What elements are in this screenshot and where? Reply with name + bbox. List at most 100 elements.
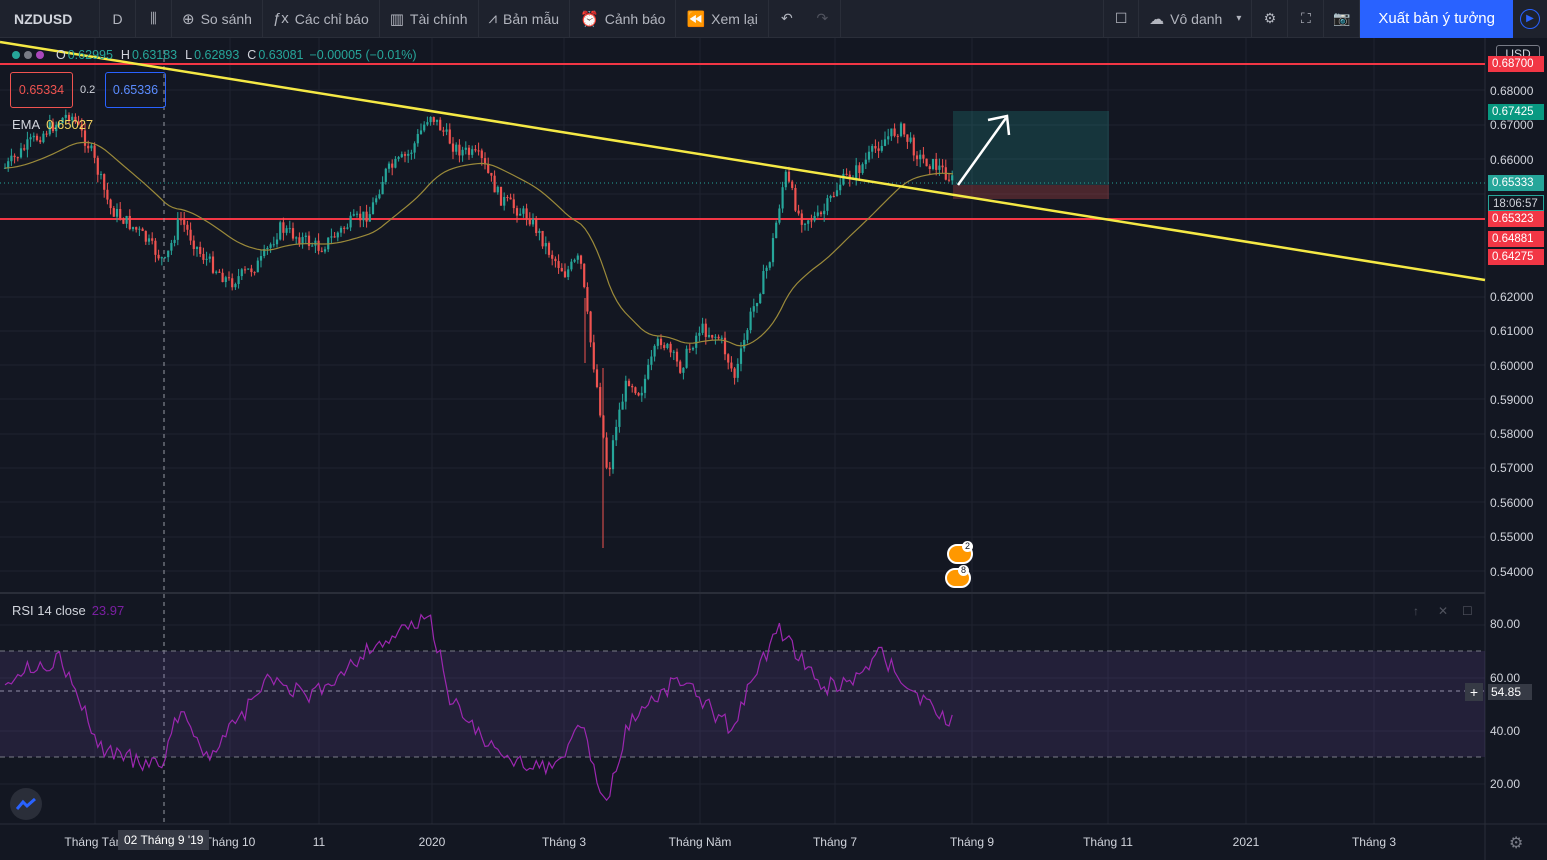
price-tag: 0.68700	[1488, 56, 1544, 72]
ema-line	[4, 141, 954, 347]
price-tag: 0.65333	[1488, 175, 1544, 191]
price-tick-label: 0.58000	[1490, 427, 1534, 441]
publish-idea-button[interactable]: Xuất bản ý tưởng	[1360, 0, 1513, 38]
fullscreen-button[interactable]: ⛶	[1288, 0, 1325, 38]
layout-button[interactable]: ☐	[1103, 0, 1140, 38]
snapshot-button[interactable]: 📷	[1324, 0, 1361, 38]
indicators-button[interactable]: ƒx Các chỉ báo	[263, 0, 380, 38]
price-tick-label: 0.55000	[1490, 530, 1534, 544]
event-count: 8	[958, 565, 970, 576]
candles-icon: ⫼	[150, 10, 157, 26]
price-tick-label: 0.54000	[1490, 565, 1534, 579]
quantity-value[interactable]: 0.2	[80, 84, 96, 96]
tradingview-logo-icon[interactable]	[10, 788, 42, 820]
price-tick-label: 0.60000	[1490, 359, 1534, 373]
plus-icon[interactable]: +	[1465, 683, 1483, 701]
long-position-profit-zone[interactable]	[953, 111, 1109, 185]
rsi-legend: RSI 14 close 23.97	[12, 603, 124, 618]
rsi-tick-label: 80.00	[1490, 617, 1521, 631]
time-tick-label: Tháng 9	[949, 835, 995, 849]
ohlc-legend: O 0.62995 H 0.63183 L 0.62893 C 0.63081 −0.0…	[12, 48, 417, 62]
chart-type-button[interactable]: ⫼	[136, 0, 172, 38]
buy-button[interactable]: 0.65336	[105, 72, 166, 108]
time-tick-label: Tháng 10	[204, 835, 256, 849]
replay-label: Xem lại	[711, 10, 758, 27]
price-tick-label: 0.56000	[1490, 496, 1534, 510]
arrow-up-icon[interactable]: ↑	[1413, 604, 1419, 618]
undo-icon: ↶	[780, 10, 793, 26]
ema-legend: EMA 0.65027	[12, 117, 93, 132]
grid	[0, 38, 1485, 824]
candlestick-series	[3, 109, 954, 548]
time-tick-label: Tháng Tám	[64, 835, 126, 849]
gear-icon[interactable]: ⚙	[1509, 835, 1524, 852]
status-dot-icon	[24, 51, 32, 59]
rsi-cursor-tag: 54.85	[1488, 684, 1532, 700]
ema-label: EMA	[12, 117, 41, 132]
chart-canvas[interactable]	[0, 38, 1547, 860]
rsi-line	[4, 613, 953, 802]
time-tick-label: 2021	[1232, 835, 1260, 849]
indicators-label: Các chỉ báo	[294, 10, 369, 27]
open-value: 0.62995	[67, 48, 113, 62]
settings-button[interactable]: ⚙	[1252, 0, 1289, 38]
status-dot-icon	[12, 51, 20, 59]
stream-button[interactable]: ▶	[1513, 0, 1547, 38]
function-icon: ƒx	[272, 10, 289, 27]
compare-button[interactable]: ⊕ So sánh	[172, 0, 263, 38]
crosshair-date-tag: 02 Tháng 9 '19	[118, 830, 210, 850]
alerts-label: Cảnh báo	[604, 10, 666, 27]
close-value: 0.63081	[258, 48, 304, 62]
status-dot-icon	[36, 51, 44, 59]
replay-button[interactable]: ⏪ Xem lại	[676, 0, 769, 38]
time-tick-label: Tháng 7	[812, 835, 858, 849]
rsi-label: RSI 14 close	[12, 603, 86, 618]
arrow-annotation[interactable]	[956, 114, 1011, 186]
undo-button[interactable]: ↶	[769, 0, 805, 38]
template-icon: ⩘	[488, 10, 497, 27]
compare-label: So sánh	[200, 10, 252, 27]
interval-button[interactable]: D	[100, 0, 136, 38]
time-tick-label: Tháng 3	[541, 835, 587, 849]
rewind-icon: ⏪	[686, 10, 706, 28]
fullscreen-icon: ⛶	[1300, 10, 1311, 26]
time-tick-label: 2020	[418, 835, 446, 849]
price-tick-label: 0.68000	[1490, 84, 1534, 98]
square-icon: ☐	[1114, 10, 1128, 26]
open-label: O	[56, 48, 66, 62]
toolbar-spacer	[841, 0, 1103, 38]
high-value: 0.63183	[131, 48, 178, 62]
trendline[interactable]	[0, 40, 1486, 282]
financials-label: Tài chính	[409, 10, 468, 27]
price-tag: 18:06:57	[1488, 195, 1544, 211]
templates-button[interactable]: ⩘ Bản mẫu	[479, 0, 571, 38]
financials-button[interactable]: ▥ Tài chính	[380, 0, 479, 38]
low-label: L	[185, 48, 193, 62]
time-tick-label: 11	[312, 835, 326, 849]
time-tick-label: Tháng Năm	[668, 835, 732, 849]
sell-button[interactable]: 0.65334	[10, 72, 73, 108]
long-position-stop-zone[interactable]	[953, 185, 1109, 199]
maximize-icon[interactable]: ☐	[1462, 604, 1473, 618]
alarm-clock-icon: ⏰	[580, 10, 599, 28]
rsi-tick-label: 60.00	[1490, 671, 1521, 685]
price-tick-label: 0.62000	[1490, 290, 1534, 304]
ema-value: 0.65027	[46, 117, 94, 132]
price-tag: 0.65323	[1488, 211, 1544, 227]
rsi-value: 23.97	[91, 603, 125, 618]
alerts-button[interactable]: ⏰ Cảnh báo	[570, 0, 677, 38]
time-tick-label: Tháng 11	[1083, 835, 1133, 849]
close-icon[interactable]: ✕	[1438, 604, 1449, 618]
time-tick-label: Tháng 3	[1351, 835, 1397, 849]
bar-chart-icon: ▥	[389, 10, 404, 28]
change-value: −0.00005 (−0.01%)	[309, 48, 417, 62]
redo-button[interactable]: ↷	[805, 0, 841, 38]
event-count: 2	[962, 541, 974, 552]
chevron-down-icon: ▾	[1236, 13, 1242, 24]
symbol-search[interactable]: NZDUSD	[0, 0, 100, 38]
price-tag: 0.67425	[1488, 104, 1544, 120]
price-tick-label: 0.67000	[1490, 118, 1534, 132]
layout-name-button[interactable]: ☁ Vô danh ▾	[1139, 0, 1253, 38]
price-tag: 0.64275	[1488, 249, 1544, 265]
